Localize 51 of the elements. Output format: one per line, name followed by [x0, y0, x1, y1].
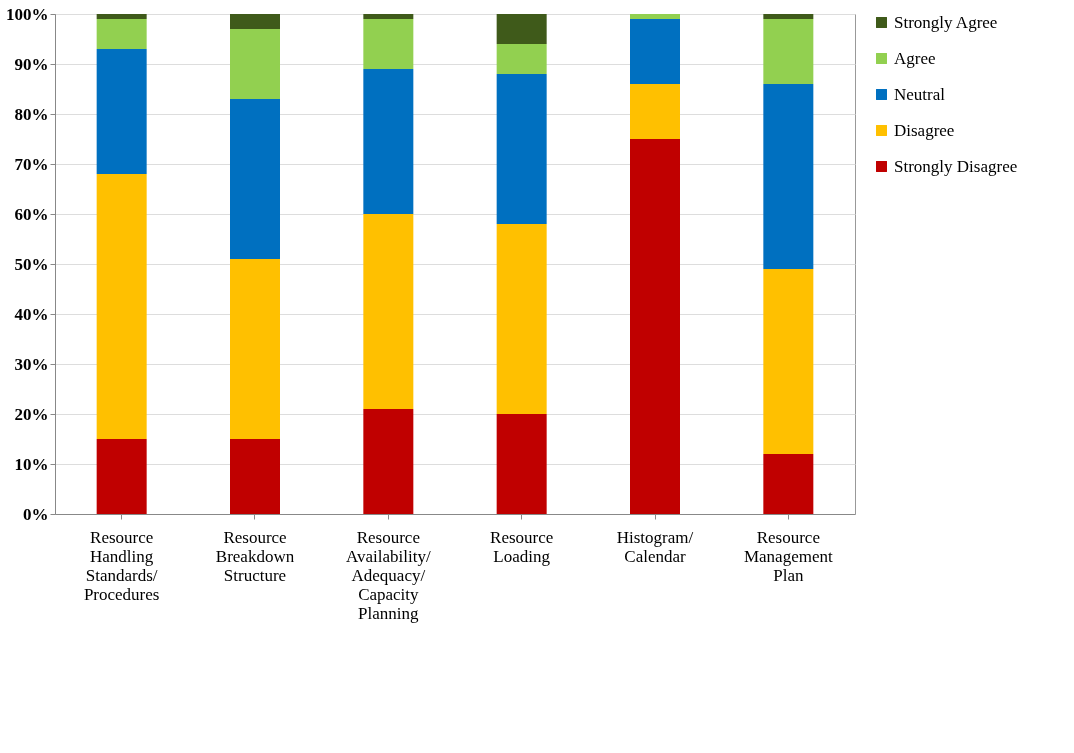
bar — [763, 84, 814, 269]
bar — [496, 14, 547, 44]
bar — [363, 69, 414, 214]
y-tick-label: 90% — [14, 54, 49, 74]
y-tick-label: 20% — [14, 404, 49, 424]
bar — [230, 259, 280, 439]
x-tick-label: Resource Availability/ Adequacy/ Capacity Planning — [346, 527, 431, 623]
y-tick-label: 80% — [14, 104, 49, 124]
bar — [496, 414, 547, 514]
y-tick-label: 50% — [14, 254, 49, 274]
x-tick-label: Resource Loading — [490, 527, 554, 566]
bar — [496, 44, 547, 74]
y-tick-label: 70% — [14, 154, 49, 174]
bar — [496, 224, 547, 414]
bar — [230, 29, 280, 99]
x-tick-label: Resource Breakdown Structure — [215, 527, 295, 585]
legend-label: Strongly Disagree — [894, 156, 1018, 176]
bar — [363, 409, 414, 514]
bar — [230, 14, 280, 29]
y-tick-label: 100% — [6, 4, 49, 24]
bar — [96, 49, 147, 174]
legend-label: Neutral — [894, 84, 946, 104]
bar — [496, 74, 547, 224]
bar — [363, 214, 414, 409]
bar — [96, 19, 147, 49]
bar — [763, 269, 814, 454]
bar — [763, 454, 814, 514]
bar — [230, 439, 280, 514]
bar — [96, 14, 147, 19]
legend-label: Disagree — [894, 120, 955, 140]
y-tick-label: 40% — [14, 304, 49, 324]
bar — [96, 174, 147, 439]
bar — [630, 139, 680, 514]
legend-label: Agree — [894, 48, 936, 68]
x-tick-label: Resource Handling Standards/ Procedures — [83, 527, 160, 604]
bar — [763, 14, 814, 19]
bar — [630, 14, 680, 19]
x-tick-label: Histogram/ Calendar — [616, 527, 694, 566]
bar — [630, 84, 680, 139]
bar — [363, 19, 414, 69]
y-tick-label: 0% — [23, 504, 49, 524]
y-tick-label: 10% — [14, 454, 49, 474]
bar — [96, 439, 147, 514]
y-tick-label: 30% — [14, 354, 49, 374]
x-tick-label: Resource Management Plan — [743, 527, 833, 585]
bar — [630, 19, 680, 84]
y-tick-label: 60% — [14, 204, 49, 224]
bar — [363, 14, 414, 19]
bar — [763, 19, 814, 84]
legend-label: Strongly Agree — [894, 12, 998, 32]
bar — [230, 99, 280, 259]
